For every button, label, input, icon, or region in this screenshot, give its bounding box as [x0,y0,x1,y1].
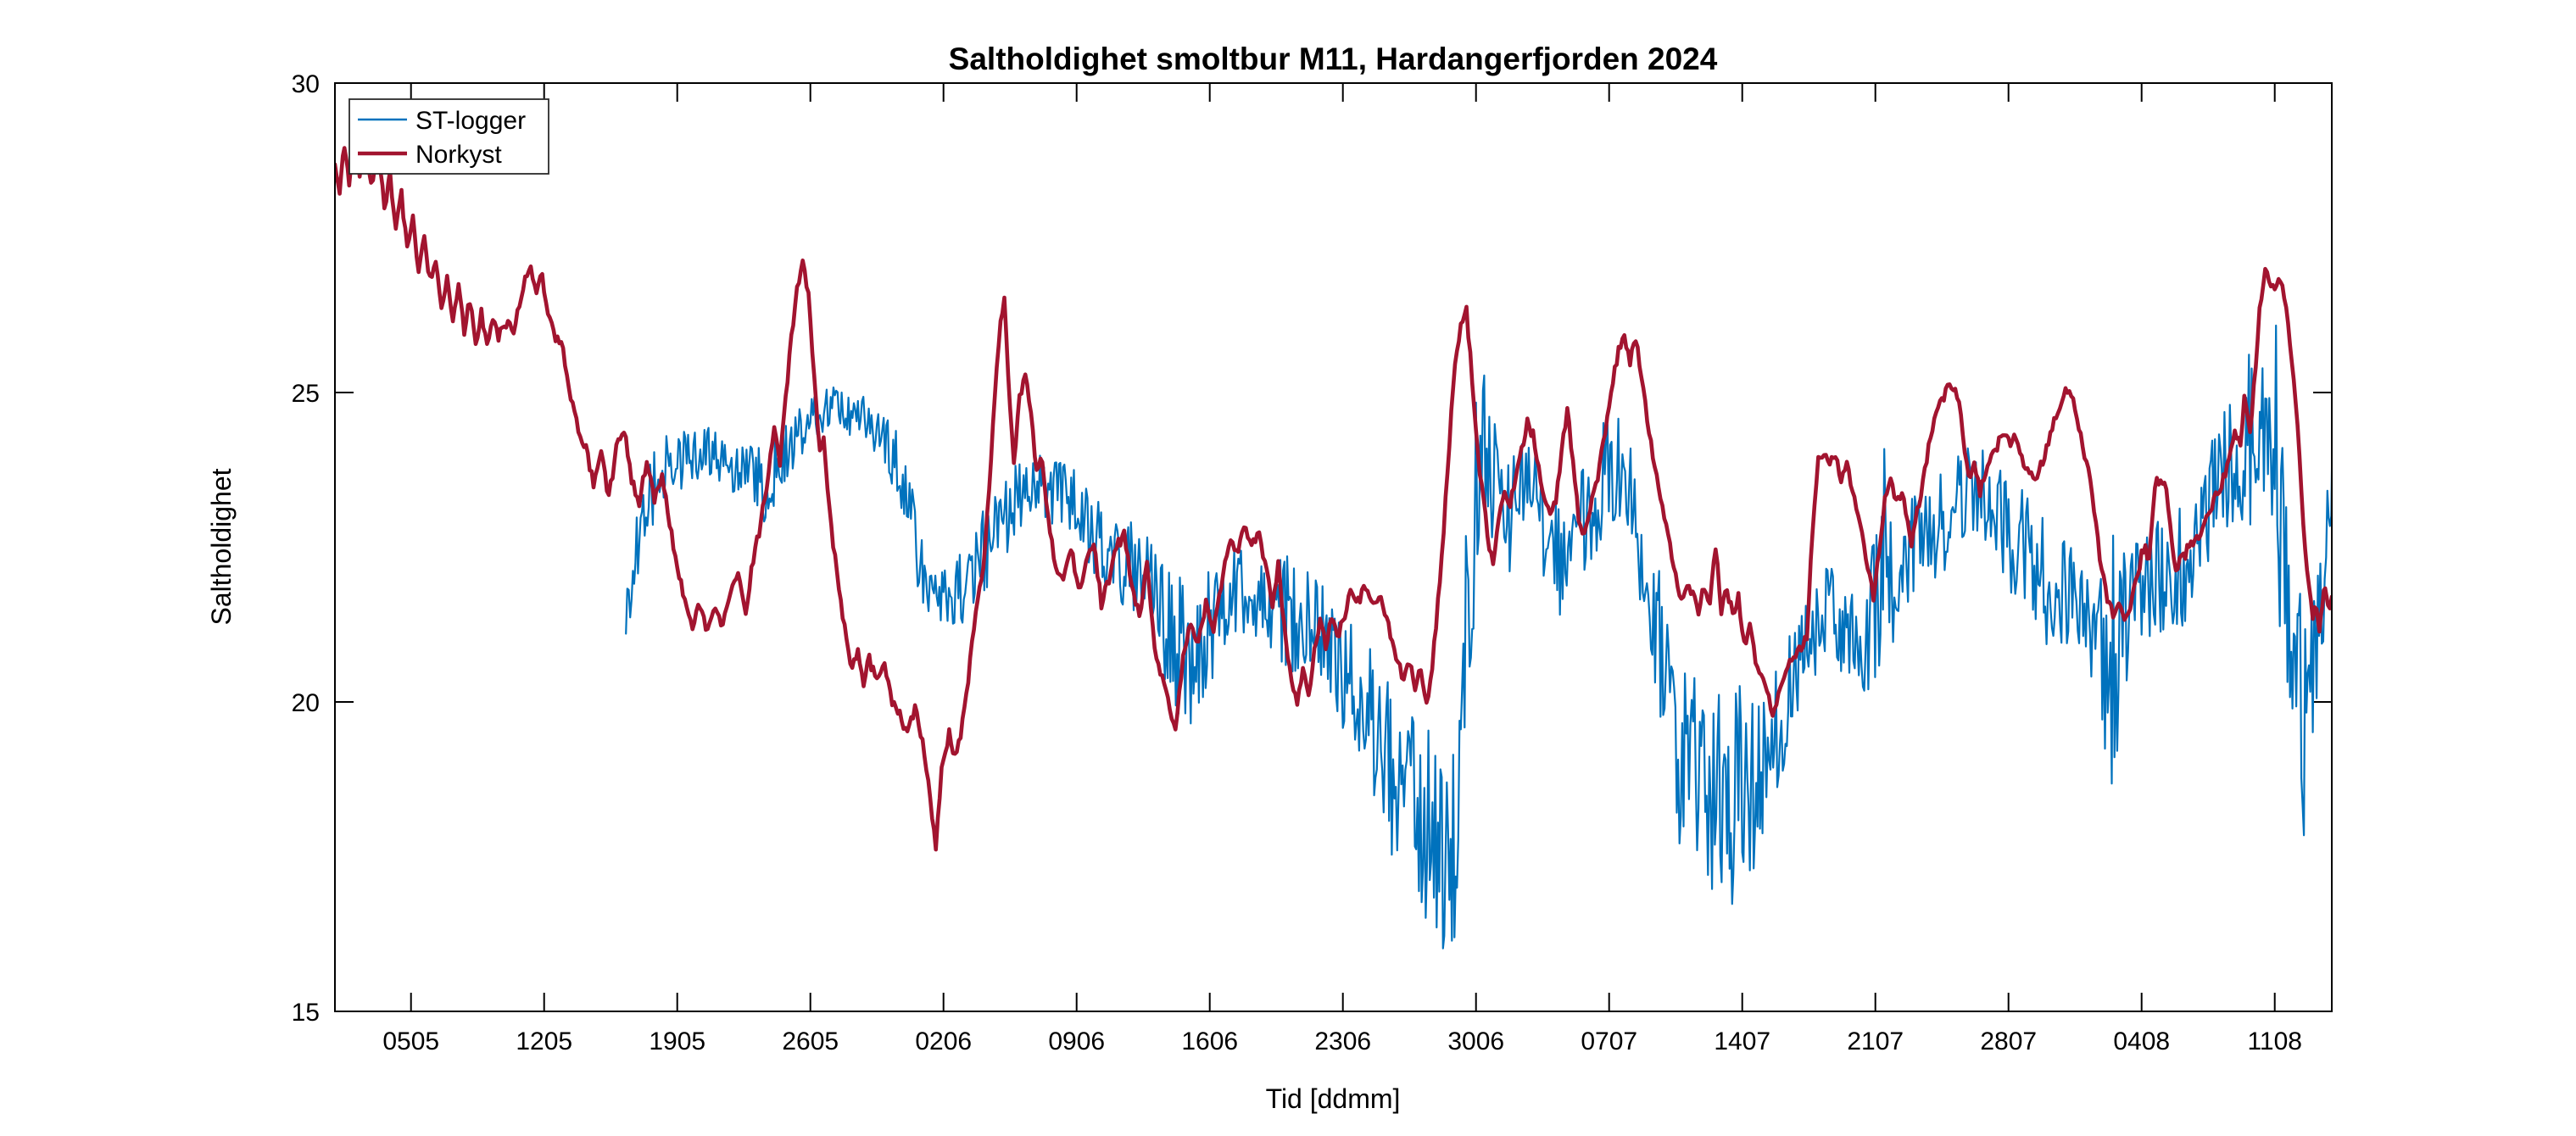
plot-border [334,82,2333,1012]
legend-label-st-logger: ST-logger [415,107,526,135]
x-tick-label: 2807 [1980,1027,2037,1055]
x-axis-label: Tid [ddmm] [1266,1083,1401,1114]
x-tick-label: 1407 [1714,1027,1770,1055]
y-tick-label: 30 [292,70,320,98]
legend: ST-logger Norkyst [348,98,549,175]
x-tick-label: 1905 [649,1027,705,1055]
y-axis-label: Saltholdighet [206,468,237,625]
legend-item-norkyst: Norkyst [358,141,502,169]
x-tick-label: 0408 [2113,1027,2170,1055]
x-tick-label: 0206 [915,1027,972,1055]
y-tick-label: 20 [292,689,320,717]
x-tick-label: 0906 [1048,1027,1105,1055]
x-tick-label: 2107 [1847,1027,1904,1055]
x-tick-label: 0707 [1581,1027,1637,1055]
legend-box [348,98,549,175]
x-tick-label: 3006 [1447,1027,1504,1055]
series-line-norkyst [335,121,2332,852]
x-tick-label: 2605 [782,1027,839,1055]
y-tick-label: 15 [292,999,320,1027]
axis-ticks: 0505 1205 1905 2605 0206 0906 1606 2306 3006 0707… [292,70,2332,1055]
x-tick-label: 1606 [1181,1027,1238,1055]
x-tick-label: 0505 [382,1027,439,1055]
x-tick-label: 1205 [516,1027,572,1055]
legend-label-norkyst: Norkyst [415,141,502,169]
chart-title: Saltholdighet smoltbur M11, Hardangerfjo… [949,42,1718,76]
data-series [335,121,2332,949]
y-tick-label: 25 [292,380,320,408]
x-tick-label: 1108 [2247,1027,2302,1055]
legend-item-st-logger: ST-logger [358,107,526,135]
x-tick-label: 2306 [1314,1027,1371,1055]
